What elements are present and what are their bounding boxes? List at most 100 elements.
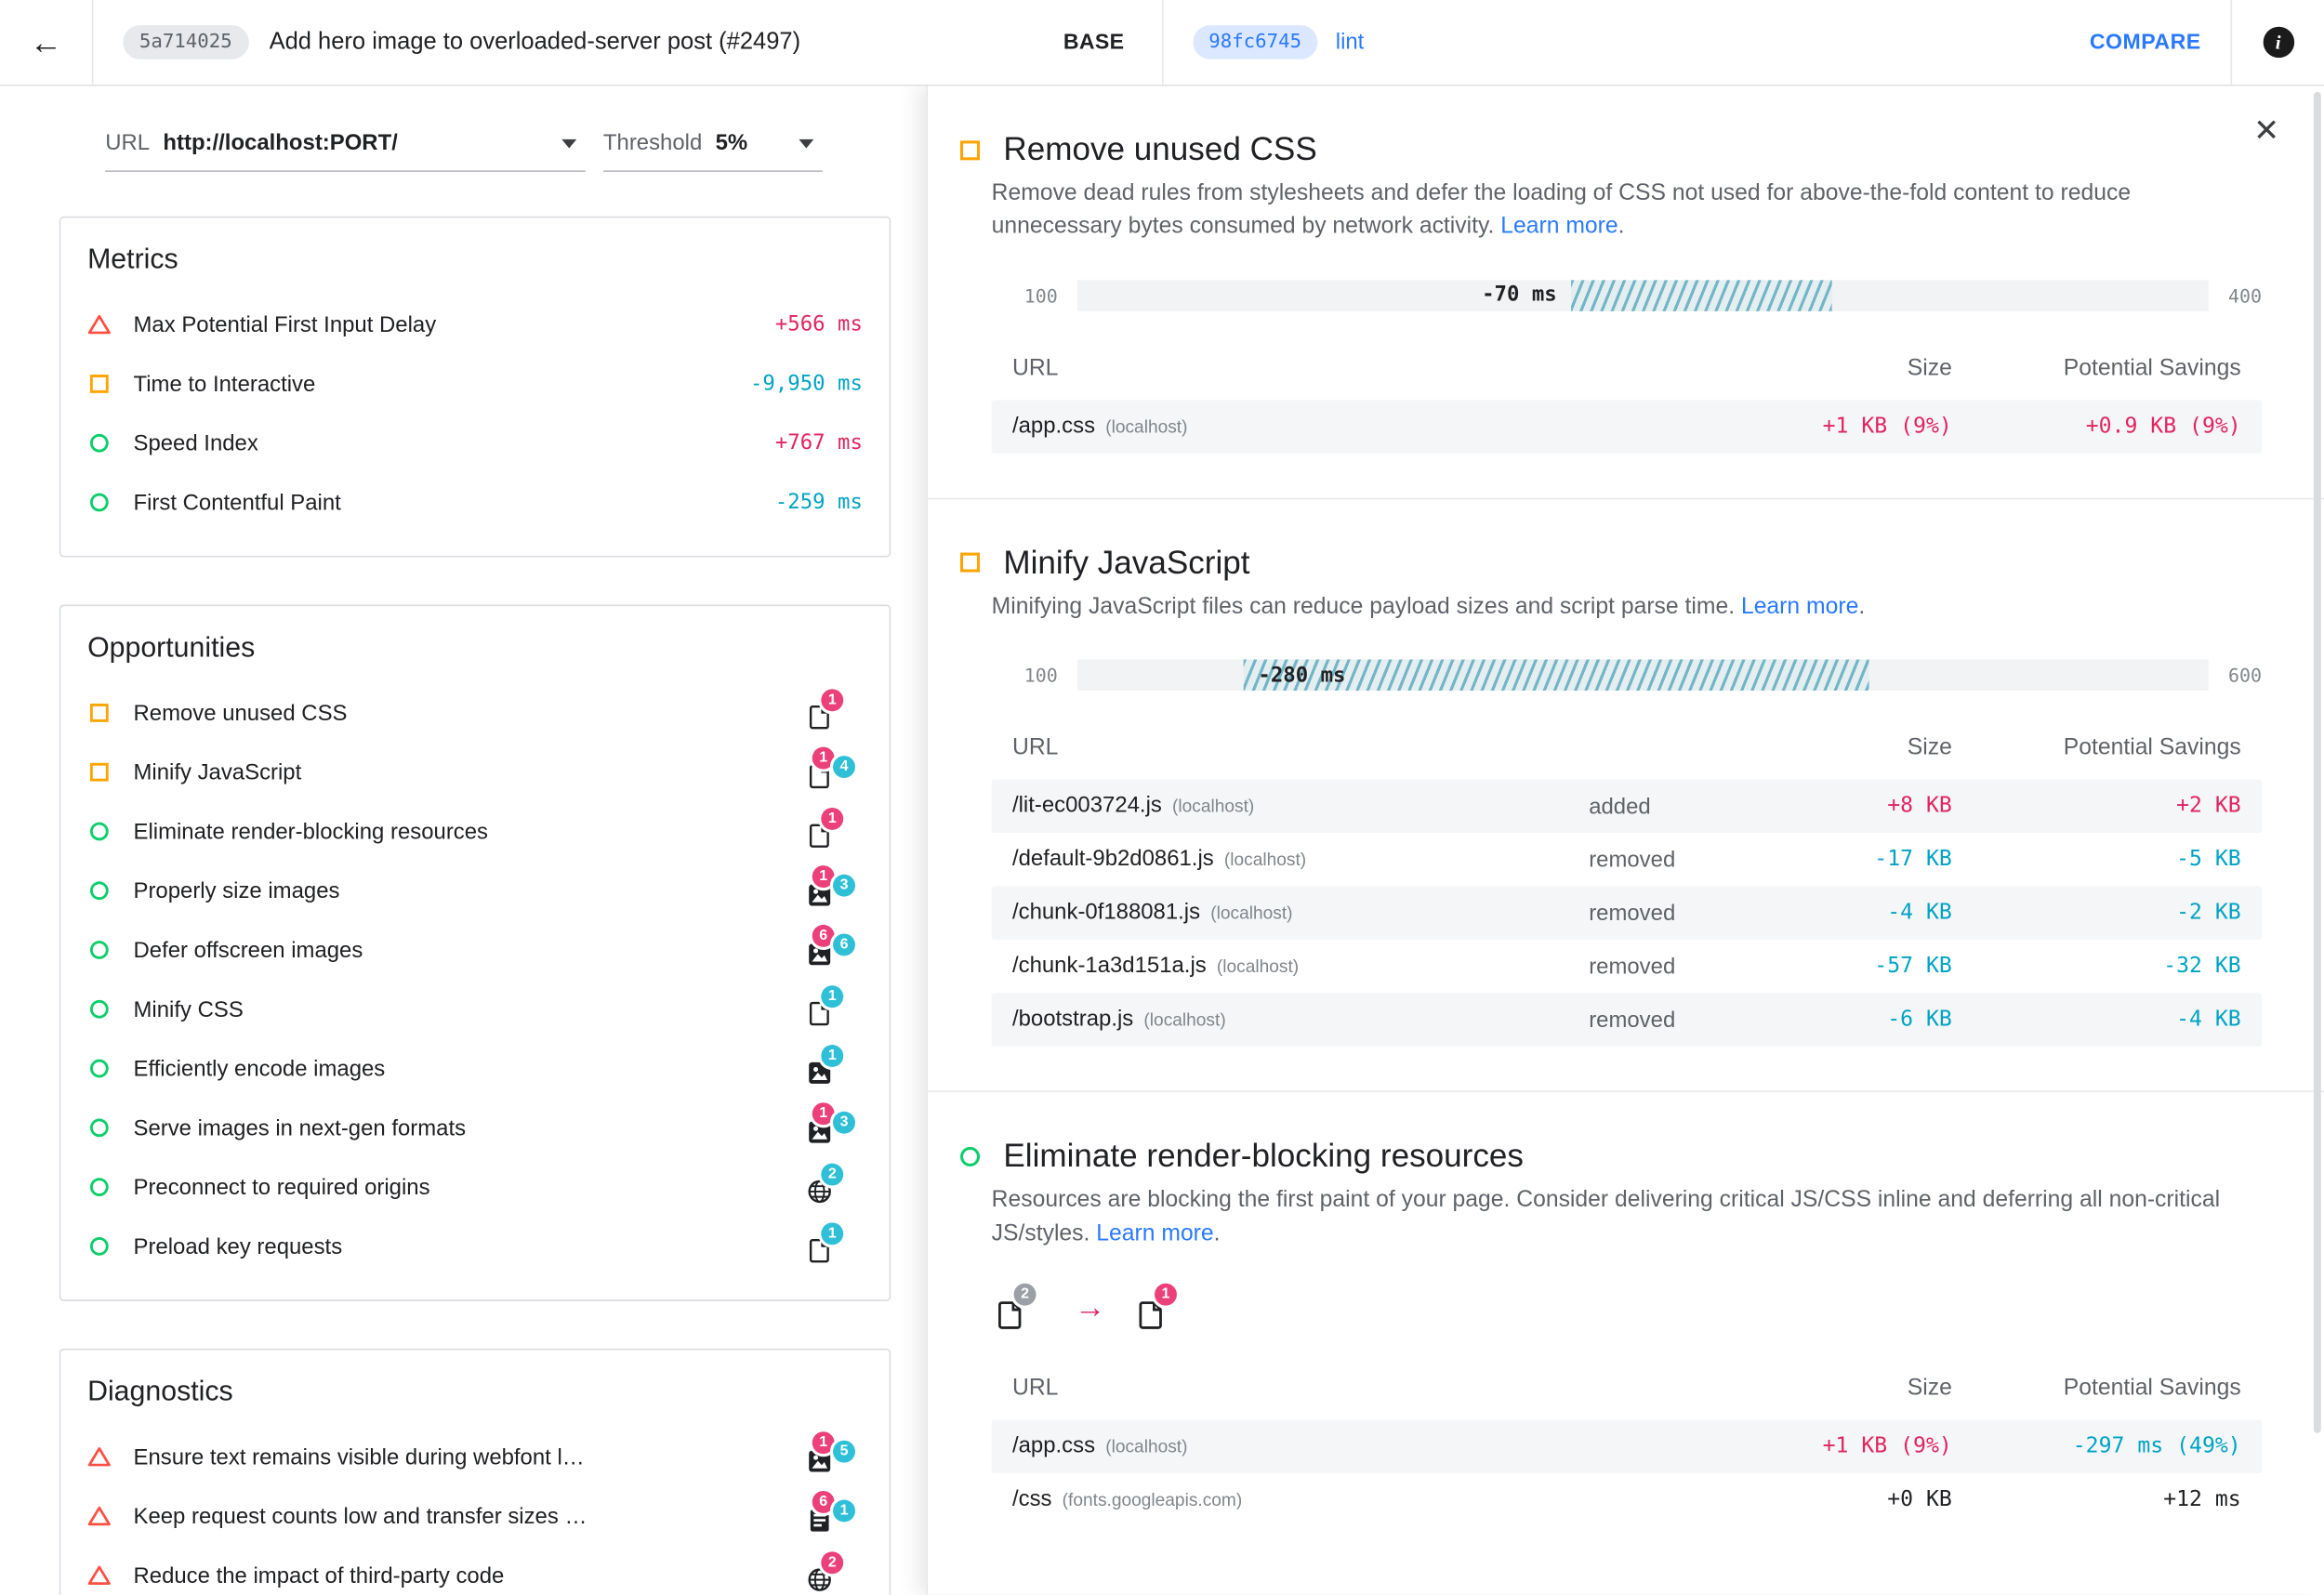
image-resource-icon: 1 bbox=[803, 1049, 863, 1088]
table-row: /css(fonts.googleapis.com)+0 KB+12 ms bbox=[992, 1473, 2262, 1526]
scrollbar[interactable] bbox=[2314, 92, 2321, 1433]
metric-label: Speed Index bbox=[133, 430, 774, 455]
base-build-group: 5a714025 Add hero image to overloaded-se… bbox=[93, 25, 1161, 59]
metric-row: Max Potential First Input Delay+566 ms bbox=[87, 295, 863, 354]
resource-host: (localhost) bbox=[1143, 1009, 1225, 1030]
fail-triangle-icon bbox=[87, 312, 112, 336]
section-title: Remove unused CSS bbox=[1003, 130, 1316, 168]
average-square-icon bbox=[87, 701, 112, 725]
section-title: Minify JavaScript bbox=[1003, 544, 1249, 582]
resource-state-cell: added bbox=[1589, 794, 1729, 819]
topbar: ← 5a714025 Add hero image to overloaded-… bbox=[0, 0, 2324, 86]
count-badge: 1 bbox=[821, 1222, 843, 1245]
diagnostics-row-list: Ensure text remains visible during webfo… bbox=[87, 1427, 863, 1594]
resource-file: /lit-ec003724.js bbox=[1012, 794, 1162, 819]
resource-host: (fonts.googleapis.com) bbox=[1063, 1490, 1243, 1510]
average-square-icon bbox=[87, 372, 112, 396]
audit-label: Properly size images bbox=[133, 878, 803, 903]
audit-label: Preconnect to required origins bbox=[133, 1175, 803, 1200]
resource-url-cell: /app.css(localhost) bbox=[1012, 414, 1589, 441]
column-header-url: URL bbox=[1012, 735, 1589, 762]
learn-more-link[interactable]: Learn more bbox=[1741, 594, 1858, 619]
column-header-savings: Potential Savings bbox=[1952, 735, 2241, 762]
pass-circle-icon bbox=[87, 1116, 112, 1140]
pass-circle-icon bbox=[87, 491, 112, 515]
average-status bbox=[87, 372, 112, 396]
info-button[interactable]: i bbox=[2232, 27, 2324, 58]
pass-circle-icon bbox=[87, 1057, 112, 1081]
resource-file: /chunk-1a3d151a.js bbox=[1012, 954, 1207, 979]
audit-label: Serve images in next-gen formats bbox=[133, 1115, 803, 1140]
audit-label: Keep request counts low and transfer siz… bbox=[133, 1504, 803, 1529]
base-hash-badge[interactable]: 5a714025 bbox=[123, 25, 248, 59]
learn-more-link[interactable]: Learn more bbox=[1096, 1221, 1213, 1246]
url-select[interactable]: URL http://localhost:PORT/ bbox=[105, 122, 586, 172]
back-arrow-icon: ← bbox=[30, 23, 62, 61]
audit-label: Remove unused CSS bbox=[133, 700, 803, 725]
threshold-select[interactable]: Threshold 5% bbox=[603, 122, 823, 172]
section-description: Resources are blocking the first paint o… bbox=[992, 1185, 2231, 1252]
doc-resource-icon: 1 bbox=[803, 693, 863, 732]
count-badge: 3 bbox=[833, 1112, 855, 1134]
savings-cell: +0.9 KB (9%) bbox=[1952, 415, 2241, 439]
threshold-select-label: Threshold bbox=[603, 130, 702, 155]
close-button[interactable]: ✕ bbox=[2253, 115, 2279, 146]
audit-list-item[interactable]: Keep request counts low and transfer siz… bbox=[87, 1486, 863, 1546]
back-button[interactable]: ← bbox=[0, 0, 92, 85]
savings-cell: +12 ms bbox=[1952, 1488, 2241, 1512]
resource-host: (localhost) bbox=[1210, 903, 1292, 924]
size-cell: -57 KB bbox=[1730, 955, 1952, 979]
count-badge: 3 bbox=[833, 875, 855, 897]
metric-delta-value: -259 ms bbox=[775, 491, 863, 515]
resource-state-cell: removed bbox=[1589, 955, 1729, 980]
count-badge: 6 bbox=[812, 925, 835, 947]
table-row: /bootstrap.js(localhost)removed-6 KB-4 K… bbox=[992, 994, 2262, 1047]
resource-state-cell: removed bbox=[1589, 901, 1729, 926]
section-heading: Minify JavaScript bbox=[957, 544, 2262, 582]
audit-label: Efficiently encode images bbox=[133, 1056, 803, 1081]
table-row: /lit-ec003724.js(localhost)added+8 KB+2 … bbox=[992, 780, 2262, 833]
range-max-label: 600 bbox=[2228, 665, 2262, 687]
range-track: -70 ms bbox=[1076, 280, 2209, 310]
threshold-select-value: 5% bbox=[716, 130, 748, 155]
pass-status bbox=[957, 1144, 983, 1169]
compare-branch-name: lint bbox=[1336, 30, 1365, 55]
count-badge: 1 bbox=[1155, 1284, 1177, 1306]
audit-label: Minify JavaScript bbox=[133, 759, 803, 784]
table-row: /app.css(localhost)+1 KB (9%)-297 ms (49… bbox=[992, 1420, 2262, 1473]
fail-status bbox=[87, 1445, 112, 1470]
learn-more-link[interactable]: Learn more bbox=[1500, 214, 1618, 239]
compare-hash-badge[interactable]: 98fc6745 bbox=[1193, 25, 1318, 59]
compare-label[interactable]: COMPARE bbox=[2090, 31, 2201, 55]
audit-label: Eliminate render-blocking resources bbox=[133, 819, 803, 844]
section-heading: Eliminate render-blocking resources bbox=[957, 1138, 2262, 1176]
average-square-icon bbox=[957, 137, 983, 162]
audit-list-item[interactable]: Ensure text remains visible during webfo… bbox=[87, 1427, 863, 1486]
resource-url-cell: /chunk-0f188081.js(localhost) bbox=[1012, 900, 1589, 927]
pass-circle-icon bbox=[87, 1175, 112, 1199]
average-status bbox=[957, 137, 983, 162]
count-badge: 5 bbox=[833, 1441, 855, 1463]
fail-triangle-icon bbox=[87, 1504, 112, 1528]
